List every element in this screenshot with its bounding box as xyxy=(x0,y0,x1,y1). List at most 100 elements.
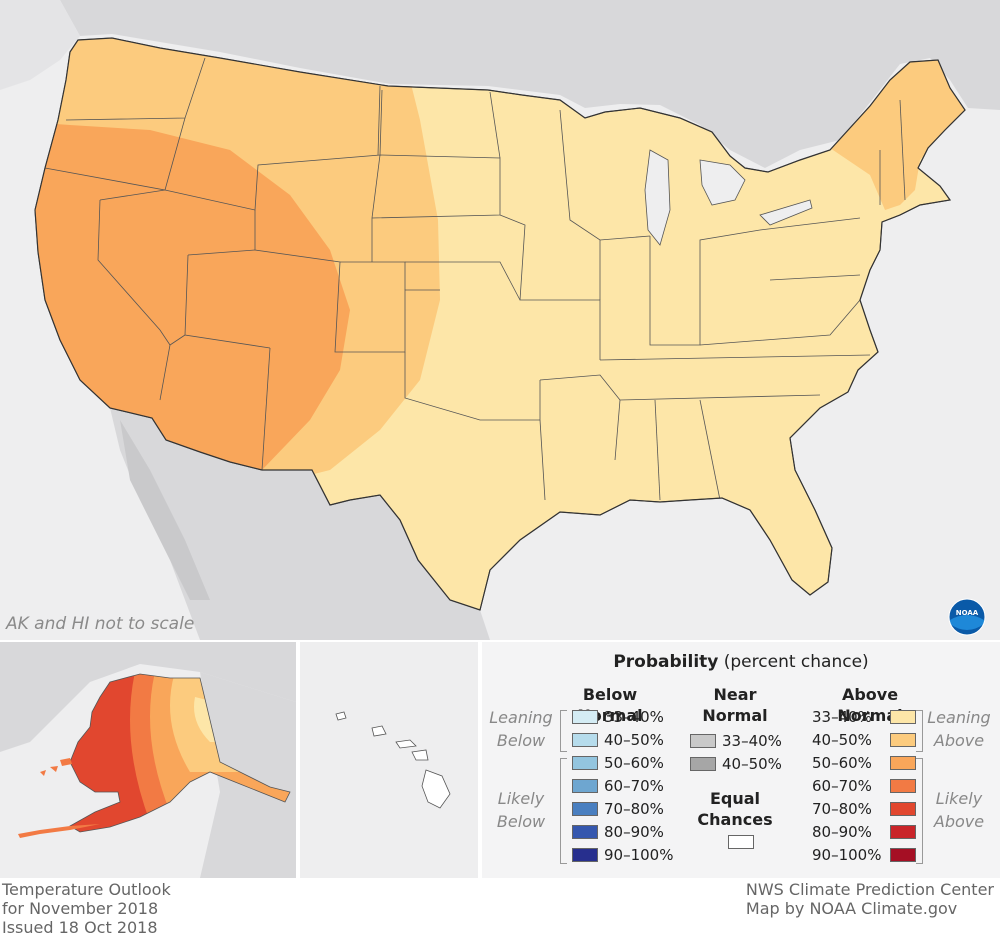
legend-row: 40–50% xyxy=(690,754,782,774)
legend-swatch-label: 33–40% xyxy=(604,708,664,726)
legend-swatch-label: 70–80% xyxy=(812,800,872,818)
legend-swatch xyxy=(690,757,716,771)
likely-above-label: Likely Above xyxy=(924,787,994,833)
legend-swatch xyxy=(572,710,598,724)
legend-title: Probability (percent chance) xyxy=(482,652,1000,672)
legend-row: 50–60% xyxy=(572,753,664,773)
legend-row: 80–90% xyxy=(812,822,916,842)
big-island xyxy=(421,769,451,809)
lake-michigan xyxy=(644,149,671,246)
footer-period: for November 2018 xyxy=(2,899,159,918)
legend-swatch xyxy=(890,802,916,816)
legend-swatch xyxy=(572,825,598,839)
hawaii-inset xyxy=(300,642,478,878)
equal-chances-swatch xyxy=(728,835,754,849)
equal-chances-heading: Equal Chances xyxy=(690,788,780,830)
legend-row: 40–50% xyxy=(812,730,916,750)
legend-row: 33–40% xyxy=(690,731,782,751)
hawaii-inset-graphic xyxy=(335,711,451,809)
alaska-inset xyxy=(0,642,296,878)
legend-swatch xyxy=(572,779,598,793)
legend-swatch-label: 60–70% xyxy=(604,777,664,795)
lake-erie xyxy=(759,199,813,226)
alaska-inset-graphic xyxy=(0,642,296,878)
leaning-above-label-line1: Leaning xyxy=(927,708,991,727)
footer-right: NWS Climate Prediction Center Map by NOA… xyxy=(746,880,994,918)
equal-chances-heading-line1: Equal xyxy=(709,789,761,808)
legend-swatch-label: 40–50% xyxy=(812,731,872,749)
legend-swatch-label: 33–40% xyxy=(722,732,782,750)
legend-swatch-label: 80–90% xyxy=(812,823,872,841)
lake-huron xyxy=(699,159,746,206)
likely-below-bracket xyxy=(560,758,567,864)
near-normal-heading-line2: Normal xyxy=(702,706,768,725)
near-normal-heading: Near Normal xyxy=(690,684,780,726)
footer-title: Temperature Outlook xyxy=(2,880,171,899)
legend-swatch xyxy=(890,733,916,747)
ak-islands xyxy=(40,758,72,776)
leaning-below-label: Leaning Below xyxy=(482,706,560,752)
legend: Probability (percent chance) Below Norma… xyxy=(482,642,1000,878)
likely-above-bracket xyxy=(916,758,923,864)
legend-swatch-label: 50–60% xyxy=(604,754,664,772)
footer-issued: Issued 18 Oct 2018 xyxy=(2,918,158,937)
legend-row: 90–100% xyxy=(572,845,673,865)
likely-below-label-line1: Likely xyxy=(497,789,545,808)
legend-row: 40–50% xyxy=(572,730,664,750)
legend-swatch xyxy=(890,848,916,862)
legend-swatch-label: 90–100% xyxy=(604,846,674,864)
mexico-landmass xyxy=(110,408,490,640)
ak-canada-landmass xyxy=(200,672,296,878)
legend-row: 60–70% xyxy=(812,776,916,796)
legend-row: 80–90% xyxy=(572,822,664,842)
legend-swatch-label: 33–40% xyxy=(812,708,872,726)
legend-swatch xyxy=(890,756,916,770)
legend-swatch-label: 40–50% xyxy=(722,755,782,773)
legend-swatch xyxy=(572,848,598,862)
legend-row: 60–70% xyxy=(572,776,664,796)
maui-island xyxy=(411,749,429,761)
likely-above-label-line1: Likely xyxy=(935,789,983,808)
legend-swatch xyxy=(572,733,598,747)
equal-chances-heading-line2: Chances xyxy=(697,810,773,829)
legend-swatch xyxy=(890,825,916,839)
state-boundaries xyxy=(44,57,906,501)
legend-swatch xyxy=(572,802,598,816)
legend-swatch-label: 80–90% xyxy=(604,823,664,841)
legend-swatch xyxy=(690,734,716,748)
legend-swatch-label: 40–50% xyxy=(604,731,664,749)
leaning-above-bracket xyxy=(916,710,923,752)
oahu-island xyxy=(371,725,387,737)
kauai-island xyxy=(335,711,347,721)
pacific-coast-canada xyxy=(0,0,80,90)
leaning-above-label-line2: Above xyxy=(933,731,985,750)
footer-source: NWS Climate Prediction Center xyxy=(745,880,994,899)
likely-below-label-line2: Below xyxy=(496,812,546,831)
legend-row: 50–60% xyxy=(812,753,916,773)
conus-map-graphic xyxy=(0,0,1000,640)
noaa-logo: NOAA xyxy=(948,598,986,636)
baja-california xyxy=(120,420,210,600)
legend-row: 33–40% xyxy=(812,707,916,727)
legend-row: 33–40% xyxy=(572,707,664,727)
scale-note: AK and HI not to scale xyxy=(6,614,195,634)
likely-above-label-line2: Above xyxy=(933,812,985,831)
legend-swatch xyxy=(572,756,598,770)
molokai-island xyxy=(395,739,417,749)
legend-title-bold: Probability xyxy=(613,652,719,672)
legend-row: 70–80% xyxy=(812,799,916,819)
footer-left: Temperature Outlook for November 2018 Is… xyxy=(2,880,171,937)
legend-title-rest: (percent chance) xyxy=(718,652,869,672)
legend-swatch-label: 70–80% xyxy=(604,800,664,818)
legend-swatch xyxy=(890,779,916,793)
above-40-50-region-northeast xyxy=(830,60,965,210)
leaning-below-bracket xyxy=(560,710,567,752)
footer-credit: Map by NOAA Climate.gov xyxy=(745,899,958,918)
legend-row: 90–100% xyxy=(812,845,916,865)
leaning-below-label-line1: Leaning xyxy=(489,708,553,727)
ak-russia-landmass xyxy=(0,642,296,752)
legend-swatch xyxy=(890,710,916,724)
near-normal-heading-line1: Near xyxy=(713,685,757,704)
above-normal-heading: Above Normal xyxy=(837,685,903,725)
legend-swatch-label: 90–100% xyxy=(812,846,882,864)
